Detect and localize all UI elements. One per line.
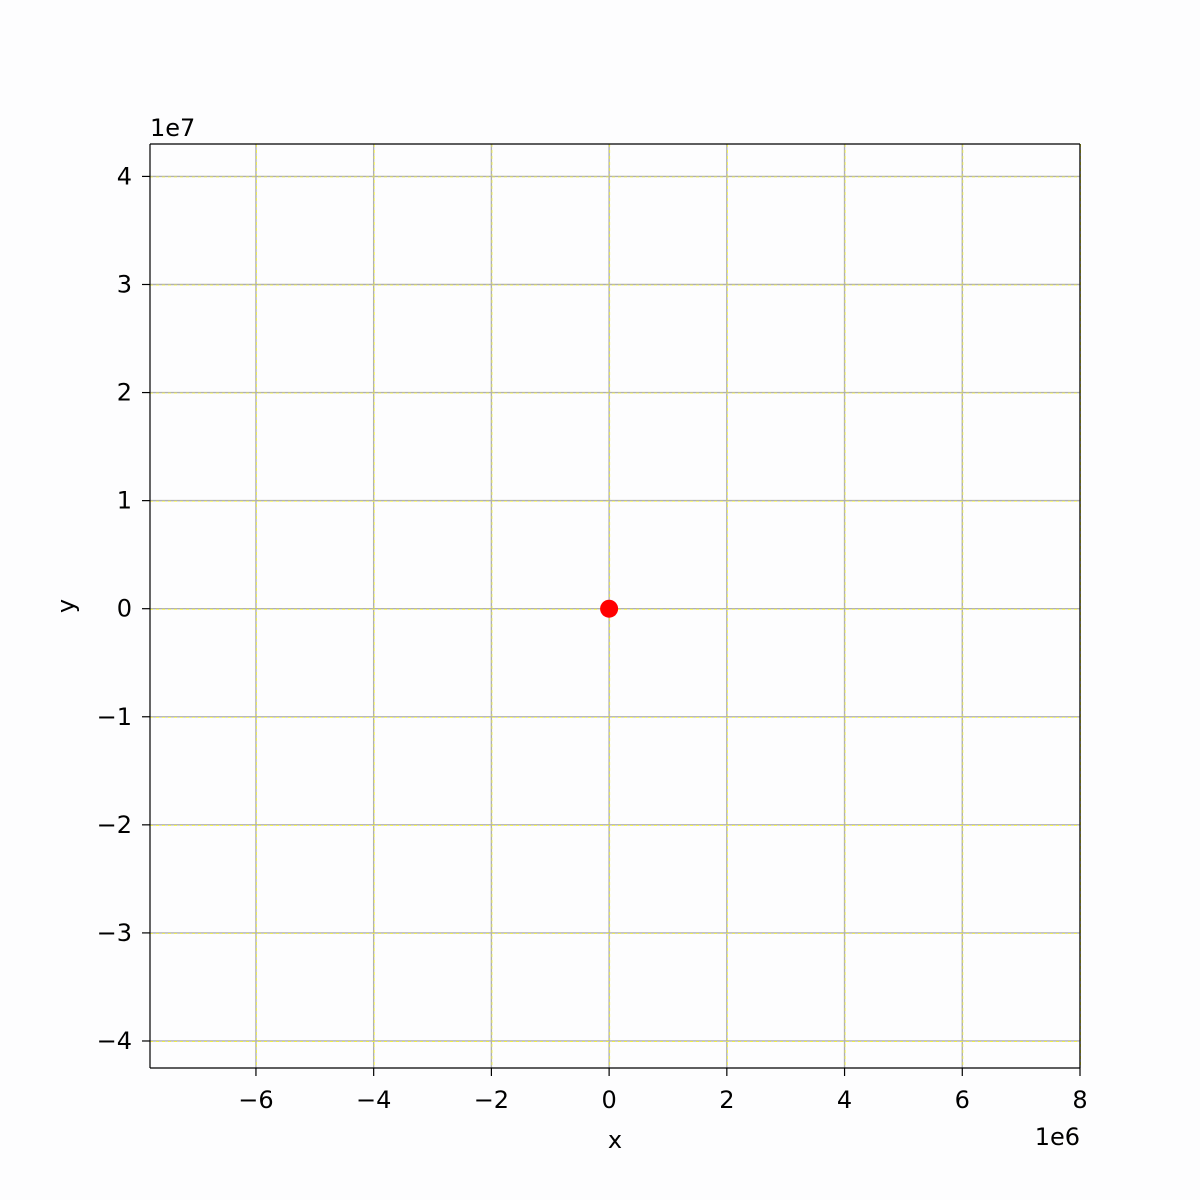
y-tick-label: 2 — [117, 379, 132, 407]
data-point — [600, 599, 619, 618]
y-tick-label: 3 — [117, 270, 132, 298]
y-tick-label: −2 — [97, 811, 132, 839]
x-offset-label: 1e6 — [1035, 1123, 1080, 1151]
y-axis-label: y — [52, 599, 80, 613]
x-axis-ticks: −6 −4 −2 0 2 4 6 8 — [238, 1068, 1088, 1114]
y-tick-label: 0 — [117, 595, 132, 623]
y-tick-label: 1 — [117, 487, 132, 515]
x-tick-label: 8 — [1072, 1086, 1087, 1114]
axes-spines — [149, 143, 1081, 1069]
x-tick-label: −6 — [238, 1086, 273, 1114]
x-axis-label: x — [608, 1126, 622, 1154]
y-tick-label: −1 — [97, 703, 132, 731]
y-tick-label: −4 — [97, 1027, 132, 1055]
x-tick-label: 0 — [601, 1086, 616, 1114]
y-offset-label: 1e7 — [150, 114, 195, 142]
grid-layer — [150, 144, 1081, 1068]
x-tick-label: 2 — [719, 1086, 734, 1114]
x-tick-label: −4 — [356, 1086, 391, 1114]
x-tick-label: −2 — [474, 1086, 509, 1114]
data-points — [600, 599, 619, 618]
plot-area: −6 −4 −2 0 2 4 6 8 −4 −3 −2 −1 0 1 2 3 4 — [97, 143, 1088, 1114]
y-tick-label: 4 — [117, 162, 132, 190]
y-tick-label: −3 — [97, 919, 132, 947]
x-tick-label: 4 — [837, 1086, 852, 1114]
y-axis-ticks: −4 −3 −2 −1 0 1 2 3 4 — [97, 162, 150, 1055]
x-tick-label: 6 — [955, 1086, 970, 1114]
